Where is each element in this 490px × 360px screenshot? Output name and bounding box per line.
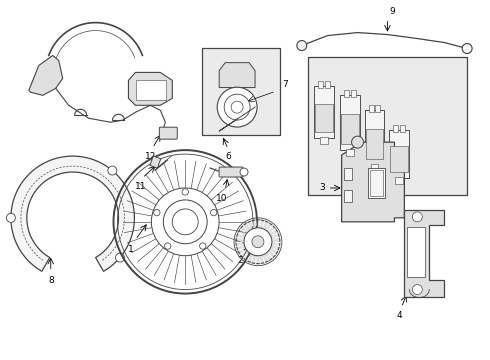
Bar bbox=[341, 114, 359, 144]
Bar bbox=[136, 80, 166, 100]
Polygon shape bbox=[219, 63, 255, 87]
Bar bbox=[318, 81, 323, 88]
Circle shape bbox=[244, 228, 272, 256]
Polygon shape bbox=[11, 156, 134, 271]
Bar bbox=[393, 125, 398, 132]
FancyBboxPatch shape bbox=[219, 167, 243, 177]
Circle shape bbox=[252, 236, 264, 248]
Bar bbox=[366, 129, 384, 159]
Bar bbox=[314, 86, 334, 138]
Bar bbox=[343, 90, 348, 97]
FancyBboxPatch shape bbox=[159, 127, 177, 139]
Text: 5: 5 bbox=[357, 213, 363, 222]
Text: 3: 3 bbox=[319, 184, 324, 193]
Bar bbox=[308, 58, 467, 195]
Bar bbox=[370, 164, 378, 171]
Bar bbox=[375, 105, 380, 112]
Circle shape bbox=[108, 166, 117, 175]
Bar bbox=[315, 104, 333, 132]
Bar bbox=[407, 227, 425, 276]
Text: 7: 7 bbox=[282, 80, 288, 89]
Bar bbox=[325, 81, 330, 88]
Circle shape bbox=[462, 44, 472, 54]
Bar bbox=[368, 105, 373, 112]
Bar bbox=[340, 95, 360, 150]
Bar bbox=[345, 149, 354, 156]
Text: 12: 12 bbox=[145, 152, 156, 161]
Circle shape bbox=[211, 210, 217, 216]
Text: 6: 6 bbox=[225, 152, 231, 161]
Circle shape bbox=[413, 285, 422, 294]
Circle shape bbox=[236, 220, 280, 264]
Circle shape bbox=[217, 87, 257, 127]
Bar bbox=[202, 48, 280, 135]
Bar bbox=[369, 170, 384, 196]
Circle shape bbox=[182, 189, 189, 195]
Bar bbox=[365, 110, 385, 165]
Circle shape bbox=[165, 243, 171, 249]
Text: 11: 11 bbox=[135, 182, 146, 191]
Polygon shape bbox=[29, 55, 63, 95]
Circle shape bbox=[199, 243, 206, 249]
Text: 4: 4 bbox=[396, 311, 402, 320]
Bar bbox=[368, 168, 386, 198]
Text: 2: 2 bbox=[237, 256, 243, 265]
Circle shape bbox=[116, 253, 124, 262]
Bar bbox=[350, 90, 356, 97]
Circle shape bbox=[154, 210, 160, 216]
Circle shape bbox=[240, 168, 248, 176]
Bar bbox=[150, 156, 161, 168]
Circle shape bbox=[297, 41, 307, 50]
Circle shape bbox=[6, 213, 15, 222]
Bar bbox=[400, 125, 405, 132]
Text: 10: 10 bbox=[217, 194, 228, 203]
Bar bbox=[390, 130, 409, 178]
Circle shape bbox=[413, 212, 422, 222]
Polygon shape bbox=[128, 72, 172, 105]
Bar bbox=[343, 168, 352, 180]
Text: 1: 1 bbox=[127, 245, 133, 254]
Bar bbox=[319, 137, 328, 144]
Text: 8: 8 bbox=[48, 276, 53, 285]
Bar bbox=[395, 177, 403, 184]
Text: 9: 9 bbox=[390, 6, 395, 15]
Polygon shape bbox=[404, 210, 444, 297]
Circle shape bbox=[352, 136, 364, 148]
Bar bbox=[343, 190, 352, 202]
Polygon shape bbox=[342, 142, 404, 222]
Circle shape bbox=[151, 188, 219, 256]
Bar bbox=[391, 146, 408, 172]
